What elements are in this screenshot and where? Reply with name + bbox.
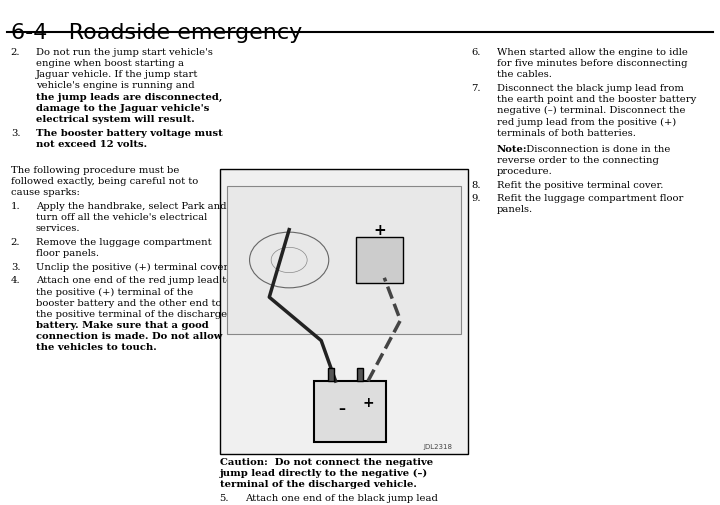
Text: 3.: 3. (11, 128, 20, 137)
Text: the earth point and the booster battery: the earth point and the booster battery (497, 95, 696, 104)
Text: When started allow the engine to idle: When started allow the engine to idle (497, 48, 688, 57)
Text: 3.: 3. (11, 262, 20, 271)
Text: terminals of both batteries.: terminals of both batteries. (497, 128, 636, 137)
Text: battery. Make sure that a good: battery. Make sure that a good (36, 320, 209, 329)
Bar (220, 169, 468, 454)
Text: Remove the luggage compartment: Remove the luggage compartment (36, 237, 212, 246)
Text: 6-4   Roadside emergency: 6-4 Roadside emergency (11, 23, 302, 43)
Bar (227, 186, 461, 335)
Text: 8.: 8. (472, 180, 481, 189)
Bar (356, 238, 403, 283)
Text: the jump leads are disconnected,: the jump leads are disconnected, (36, 92, 222, 102)
Text: 4.: 4. (11, 276, 20, 285)
Text: 6.: 6. (472, 48, 481, 57)
Text: reverse order to the connecting: reverse order to the connecting (497, 156, 659, 165)
Text: connection is made. Do not allow: connection is made. Do not allow (36, 331, 222, 340)
Bar (357, 369, 363, 381)
Text: damage to the Jaguar vehicle's: damage to the Jaguar vehicle's (36, 104, 210, 113)
Text: cause sparks:: cause sparks: (11, 188, 80, 197)
Text: Apply the handbrake, select Park and: Apply the handbrake, select Park and (36, 201, 227, 211)
Text: the positive terminal of the discharged: the positive terminal of the discharged (36, 309, 233, 318)
Text: +: + (373, 223, 386, 238)
Text: Attach one end of the black jump lead: Attach one end of the black jump lead (245, 493, 438, 502)
Text: –: – (338, 401, 345, 416)
Text: Do not run the jump start vehicle's: Do not run the jump start vehicle's (36, 48, 213, 57)
Text: Jaguar vehicle. If the jump start: Jaguar vehicle. If the jump start (36, 70, 199, 79)
Text: panels.: panels. (497, 205, 533, 214)
Text: Note:: Note: (497, 144, 527, 154)
Text: to the negative (–) terminal of the: to the negative (–) terminal of the (245, 504, 416, 505)
Text: red jump lead from the positive (+): red jump lead from the positive (+) (497, 117, 676, 126)
Text: jump lead directly to the negative (–): jump lead directly to the negative (–) (220, 468, 428, 477)
Text: for five minutes before disconnecting: for five minutes before disconnecting (497, 59, 688, 68)
Text: electrical system will result.: electrical system will result. (36, 115, 194, 124)
Text: turn off all the vehicle's electrical: turn off all the vehicle's electrical (36, 213, 207, 222)
Bar (328, 369, 334, 381)
Text: negative (–) terminal. Disconnect the: negative (–) terminal. Disconnect the (497, 106, 685, 115)
Text: Disconnection is done in the: Disconnection is done in the (520, 144, 670, 154)
Text: 1.: 1. (11, 201, 20, 211)
Text: JDL2318: JDL2318 (423, 443, 452, 449)
Text: Attach one end of the red jump lead to: Attach one end of the red jump lead to (36, 276, 232, 285)
Text: services.: services. (36, 224, 81, 233)
Text: the vehicles to touch.: the vehicles to touch. (36, 342, 157, 351)
Text: terminal of the discharged vehicle.: terminal of the discharged vehicle. (220, 479, 416, 488)
Text: Refit the luggage compartment floor: Refit the luggage compartment floor (497, 194, 683, 203)
Text: Unclip the positive (+) terminal cover.: Unclip the positive (+) terminal cover. (36, 262, 230, 271)
Text: 2.: 2. (11, 48, 20, 57)
Text: +: + (362, 395, 374, 410)
Text: The booster battery voltage must: The booster battery voltage must (36, 128, 222, 137)
Text: 5.: 5. (220, 493, 229, 502)
Text: 7.: 7. (472, 84, 481, 93)
Text: floor panels.: floor panels. (36, 248, 99, 258)
Text: 2.: 2. (11, 237, 20, 246)
Bar (314, 381, 386, 442)
Text: booster battery and the other end to: booster battery and the other end to (36, 298, 222, 307)
Text: the cables.: the cables. (497, 70, 552, 79)
Text: Caution:  Do not connect the negative: Caution: Do not connect the negative (220, 457, 433, 466)
Text: Refit the positive terminal cover.: Refit the positive terminal cover. (497, 180, 663, 189)
Text: Disconnect the black jump lead from: Disconnect the black jump lead from (497, 84, 684, 93)
Text: not exceed 12 volts.: not exceed 12 volts. (36, 139, 147, 148)
Text: 9.: 9. (472, 194, 481, 203)
Text: vehicle's engine is running and: vehicle's engine is running and (36, 81, 194, 90)
Text: procedure.: procedure. (497, 167, 552, 176)
Text: the positive (+) terminal of the: the positive (+) terminal of the (36, 287, 193, 296)
Text: The following procedure must be: The following procedure must be (11, 166, 179, 175)
Text: engine when boost starting a: engine when boost starting a (36, 59, 184, 68)
Text: followed exactly, being careful not to: followed exactly, being careful not to (11, 177, 198, 186)
